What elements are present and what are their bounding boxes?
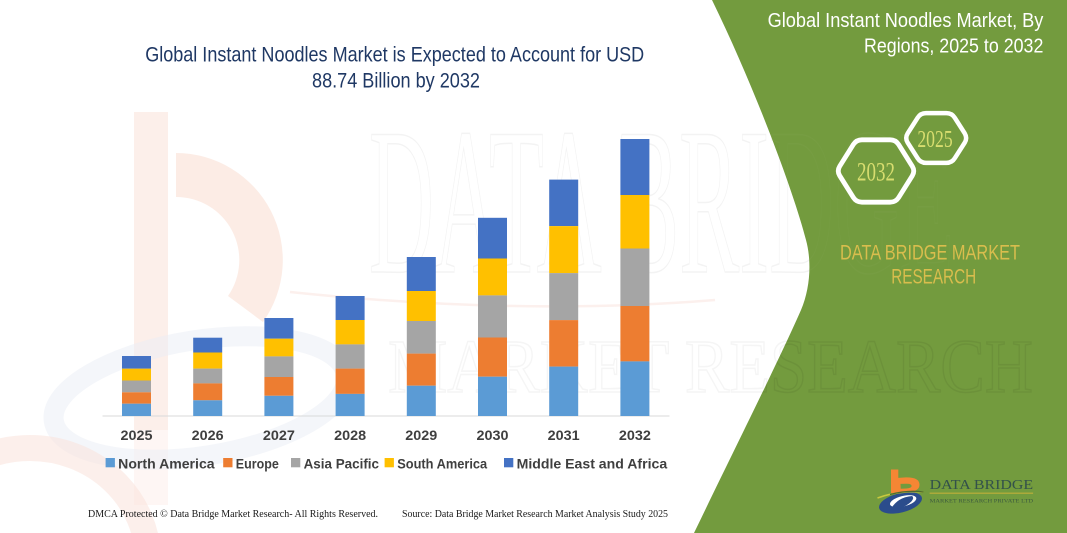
svg-text:2030: 2030 <box>477 427 509 443</box>
svg-text:North America: North America <box>118 456 215 472</box>
svg-text:Middle East and Africa: Middle East and Africa <box>517 456 668 472</box>
svg-text:South America: South America <box>397 456 487 472</box>
svg-text:2032: 2032 <box>857 158 895 187</box>
svg-text:Global Instant Noodles Market: Global Instant Noodles Market is Expecte… <box>145 43 644 66</box>
svg-text:Global Instant Noodles Market,: Global Instant Noodles Market, By <box>768 10 1044 32</box>
svg-text:DATA BRIDGE MARKET: DATA BRIDGE MARKET <box>840 242 1020 265</box>
svg-text:Source: Data Bridge Market Res: Source: Data Bridge Market Research Mark… <box>402 509 668 520</box>
svg-text:2032: 2032 <box>619 427 651 443</box>
svg-text:Asia Pacific: Asia Pacific <box>304 456 380 472</box>
svg-text:DMCA Protected © Data Bridge M: DMCA Protected © Data Bridge Market Rese… <box>88 509 378 520</box>
svg-text:2029: 2029 <box>405 427 437 443</box>
svg-text:DATA BRIDGE: DATA BRIDGE <box>930 478 1034 493</box>
svg-text:2025: 2025 <box>121 427 153 443</box>
svg-text:88.74 Billion by 2032: 88.74 Billion by 2032 <box>312 70 480 93</box>
svg-text:2031: 2031 <box>548 427 580 443</box>
svg-text:Europe: Europe <box>236 456 279 472</box>
svg-text:2025: 2025 <box>917 127 952 153</box>
svg-text:2026: 2026 <box>192 427 224 443</box>
svg-text:MARKET RESEARCH PRIVATE LTD: MARKET RESEARCH PRIVATE LTD <box>930 499 1034 505</box>
svg-text:Regions, 2025 to 2032: Regions, 2025 to 2032 <box>864 36 1043 58</box>
svg-text:RESEARCH: RESEARCH <box>891 266 976 289</box>
svg-text:2027: 2027 <box>263 427 295 443</box>
svg-text:2028: 2028 <box>334 427 366 443</box>
